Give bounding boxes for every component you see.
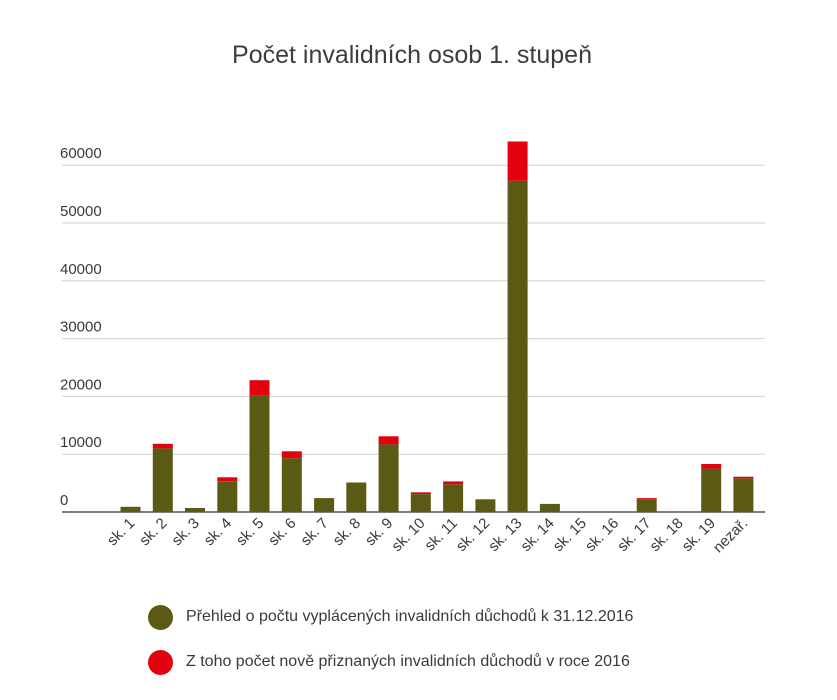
bar-paid — [120, 506, 141, 512]
x-tick-label: sk. 18 — [646, 515, 686, 555]
bar-paid — [346, 482, 367, 512]
bar-paid — [152, 448, 173, 512]
x-tick-label: sk. 13 — [485, 515, 525, 555]
x-tick-label: nezař. — [710, 515, 752, 557]
legend-item-new: Z toho počet nově přiznaných invalidních… — [148, 647, 798, 677]
x-tick-label: sk. 8 — [330, 515, 364, 549]
y-tick-label: 0 — [60, 492, 68, 509]
bar-paid — [410, 494, 431, 512]
x-tick-label: sk. 17 — [614, 515, 654, 555]
bar-new — [410, 492, 431, 494]
chart-title: Počet invalidních osob 1. stupeň — [232, 41, 592, 69]
x-tick-label: sk. 14 — [517, 515, 557, 555]
x-tick-label: sk. 7 — [297, 515, 331, 549]
bar-paid — [185, 508, 205, 512]
gridlines — [62, 164, 765, 455]
bar-new — [217, 477, 238, 482]
x-tick-label: sk. 3 — [168, 515, 202, 549]
bar-new — [281, 451, 302, 459]
y-tick-label: 30000 — [60, 319, 102, 336]
bar-new — [249, 380, 270, 396]
x-tick-label: sk. 4 — [201, 515, 235, 549]
bars — [120, 141, 754, 513]
x-tick-label: sk. 6 — [265, 515, 299, 549]
x-tick-label: sk. 12 — [453, 515, 493, 555]
bar-new — [636, 498, 657, 500]
x-tick-label: sk. 5 — [233, 515, 267, 549]
bar-paid — [378, 444, 399, 512]
legend-swatch-new — [148, 649, 173, 675]
x-tick-label: sk. 15 — [550, 515, 590, 555]
x-tick-label: sk. 1 — [104, 515, 138, 549]
bar-paid — [733, 478, 754, 512]
bar-paid — [475, 499, 496, 512]
x-axis-ticks: sk. 1sk. 2sk. 3sk. 4sk. 5sk. 6sk. 7sk. 8… — [104, 515, 751, 557]
bar-paid — [217, 481, 238, 512]
y-axis-ticks: 0 10000 20000 30000 40000 50000 60000 — [60, 145, 102, 509]
legend-swatch-paid — [148, 604, 173, 630]
bar-new — [443, 481, 464, 485]
x-tick-label: sk. 19 — [679, 515, 719, 555]
y-tick-label: 40000 — [60, 261, 102, 278]
bar-paid — [507, 180, 528, 513]
legend-label-new: Z toho počet nově přiznaných invalidních… — [186, 653, 630, 670]
y-tick-label: 50000 — [60, 203, 102, 220]
bar-paid — [636, 499, 657, 512]
bar-paid — [281, 458, 302, 512]
bar-new — [378, 436, 399, 445]
bar-paid — [314, 498, 335, 512]
x-tick-label: sk. 16 — [582, 515, 622, 555]
y-tick-label: 20000 — [60, 376, 102, 393]
bar-paid — [443, 484, 464, 512]
legend-label-paid: Přehled o počtu vyplácených invalidních … — [186, 608, 634, 625]
bar-new — [701, 464, 722, 469]
legend-item-paid: Přehled o počtu vyplácených invalidních … — [148, 602, 798, 632]
y-tick-label: 60000 — [60, 145, 102, 162]
bar-new — [507, 141, 528, 181]
bar-new — [152, 443, 173, 449]
bar-paid — [539, 503, 560, 512]
x-tick-label: sk. 10 — [388, 515, 428, 555]
x-tick-label: sk. 11 — [421, 515, 461, 555]
y-tick-label: 10000 — [60, 434, 102, 451]
bar-new — [733, 476, 754, 479]
bar-paid — [249, 395, 270, 512]
bar-paid — [701, 468, 722, 512]
x-tick-label: sk. 2 — [136, 515, 170, 549]
